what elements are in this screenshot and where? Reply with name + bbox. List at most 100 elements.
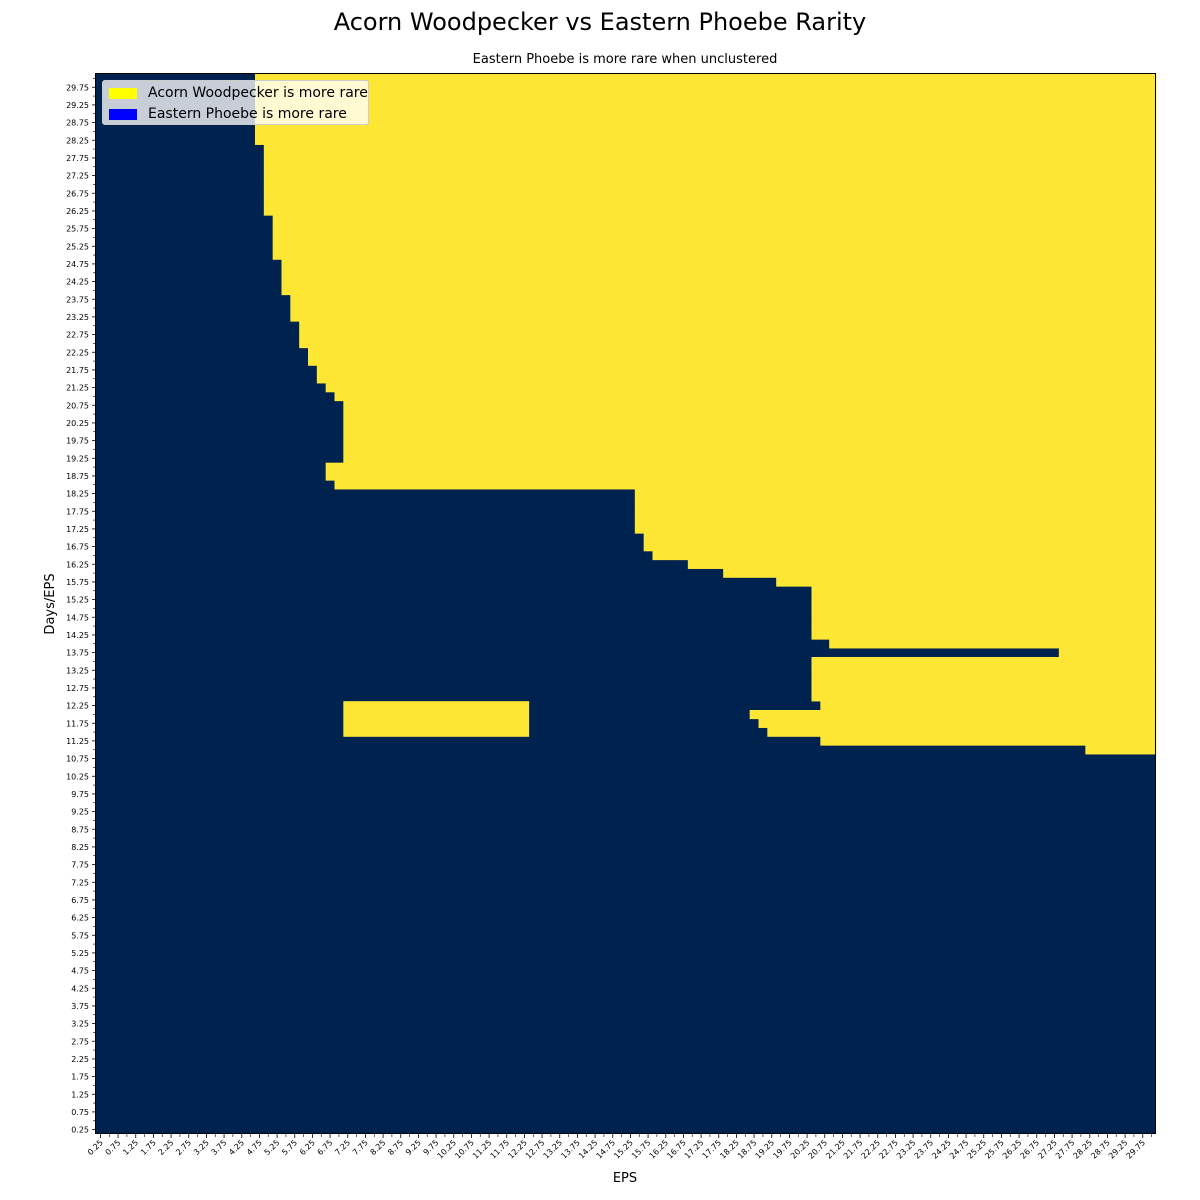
heatmap-cell-run xyxy=(343,718,530,728)
heatmap-cell-run xyxy=(343,400,1157,410)
heatmap-cell-run xyxy=(1085,745,1157,755)
x-tick-label: 22.75 xyxy=(877,1138,900,1161)
x-tick-label: 16.75 xyxy=(665,1138,688,1161)
y-tick-label: 1.75 xyxy=(71,1073,89,1082)
y-tick-label: 18.75 xyxy=(66,472,89,481)
heatmap-cell-run xyxy=(829,639,1157,649)
x-tick-label: 23.75 xyxy=(913,1138,936,1161)
heatmap-cell-run xyxy=(325,462,1157,472)
x-tick-label: 14.75 xyxy=(595,1138,618,1161)
x-tick-label: 27.25 xyxy=(1036,1138,1059,1161)
heatmap-cell-run xyxy=(634,524,1157,534)
x-tick-label: 14.25 xyxy=(577,1138,600,1161)
x-tick-label: 0.25 xyxy=(86,1138,105,1157)
heatmap-cell-run xyxy=(299,339,1157,349)
heatmap-cells xyxy=(96,74,1157,1134)
heatmap-cell-run xyxy=(263,162,1157,172)
heatmap-cell-run xyxy=(652,551,1157,561)
heatmap-cell-run xyxy=(255,118,1157,128)
y-tick-label: 0.25 xyxy=(71,1126,89,1135)
y-tick-label: 9.75 xyxy=(71,790,89,799)
heatmap-cell-run xyxy=(263,171,1157,181)
heatmap-cell-run xyxy=(811,604,1157,614)
y-axis-label: Days/EPS xyxy=(43,573,58,634)
y-tick-label: 29.75 xyxy=(66,83,89,92)
heatmap-cell-run xyxy=(634,489,1157,499)
heatmap-cell-run xyxy=(643,542,1157,552)
heatmap-cell-run xyxy=(255,82,1157,92)
heatmap-cell-run xyxy=(343,418,1157,428)
y-tick-label: 9.25 xyxy=(71,808,89,817)
heatmap-cell-run xyxy=(316,374,1157,384)
heatmap-cell-run xyxy=(290,294,1157,304)
x-tick-label: 1.25 xyxy=(121,1138,140,1157)
y-tick-label: 1.25 xyxy=(71,1090,89,1099)
x-tick-label: 22.25 xyxy=(860,1138,883,1161)
x-tick-label: 3.25 xyxy=(192,1138,211,1157)
heatmap-cell-run xyxy=(749,710,1157,720)
x-tick-label: 26.25 xyxy=(1001,1138,1024,1161)
heatmap-cell-run xyxy=(343,710,530,720)
x-tick-label: 7.75 xyxy=(351,1138,370,1157)
chart-title: Acorn Woodpecker vs Eastern Phoebe Rarit… xyxy=(333,8,867,36)
heatmap-cell-run xyxy=(758,718,1157,728)
x-tick-label: 20.25 xyxy=(789,1138,812,1161)
heatmap-cell-run xyxy=(299,321,1157,331)
y-tick-label: 16.75 xyxy=(66,543,89,552)
y-tick-label: 0.75 xyxy=(71,1108,89,1117)
y-tick-label: 7.25 xyxy=(71,878,89,887)
x-tick-label: 8.75 xyxy=(386,1138,405,1157)
heatmap-cell-run xyxy=(820,736,1157,746)
y-tick-label: 23.25 xyxy=(66,313,89,322)
x-tick-label: 13.25 xyxy=(542,1138,565,1161)
y-tick-label: 14.75 xyxy=(66,613,89,622)
heatmap-cell-run xyxy=(687,559,1157,569)
heatmap-cell-run xyxy=(316,365,1157,375)
heatmap-cell-run xyxy=(634,506,1157,516)
heatmap-cell-run xyxy=(281,286,1157,296)
heatmap-cell-run xyxy=(308,347,1157,357)
y-tick-label: 21.25 xyxy=(66,384,89,393)
y-tick-label: 2.25 xyxy=(71,1055,89,1064)
x-tick-label: 5.25 xyxy=(263,1138,282,1157)
x-tick-label: 18.75 xyxy=(736,1138,759,1161)
x-tick-label: 28.75 xyxy=(1089,1138,1112,1161)
y-tick-label: 17.75 xyxy=(66,507,89,516)
heatmap-cell-run xyxy=(290,303,1157,313)
x-tick-label: 6.25 xyxy=(298,1138,317,1157)
y-tick-label: 26.75 xyxy=(66,189,89,198)
legend-swatch-yellow xyxy=(109,87,137,99)
heatmap-cell-run xyxy=(325,383,1157,393)
heatmap-cell-run xyxy=(334,480,1157,490)
heatmap-cell-run xyxy=(343,453,1157,463)
x-tick-label: 19.75 xyxy=(771,1138,794,1161)
x-tick-label: 8.25 xyxy=(369,1138,388,1157)
y-tick-label: 13.75 xyxy=(66,649,89,658)
x-axis-label: EPS xyxy=(613,1171,637,1186)
x-tick-label: 25.75 xyxy=(983,1138,1006,1161)
y-tick-label: 19.25 xyxy=(66,454,89,463)
y-tick-label: 8.75 xyxy=(71,825,89,834)
heatmap-cell-run xyxy=(255,135,1157,145)
x-tick-label: 10.75 xyxy=(453,1138,476,1161)
x-tick-label: 3.75 xyxy=(210,1138,229,1157)
y-tick-label: 10.75 xyxy=(66,755,89,764)
x-tick-label: 19.25 xyxy=(754,1138,777,1161)
heatmap-cell-run xyxy=(811,683,1157,693)
heatmap-cell-run xyxy=(263,206,1157,216)
y-tick-label: 27.75 xyxy=(66,154,89,163)
heatmap-cell-run xyxy=(343,427,1157,437)
y-tick-label: 16.25 xyxy=(66,560,89,569)
y-tick-label: 12.25 xyxy=(66,702,89,711)
y-tick-label: 5.75 xyxy=(71,931,89,940)
heatmap-cell-run xyxy=(776,577,1157,587)
heatmap-cell-run xyxy=(811,612,1157,622)
heatmap-cell-run xyxy=(263,153,1157,163)
y-tick-label: 20.75 xyxy=(66,401,89,410)
legend-label-acorn: Acorn Woodpecker is more rare xyxy=(148,85,368,101)
y-tick-label: 24.75 xyxy=(66,260,89,269)
y-tick-label: 25.75 xyxy=(66,225,89,234)
legend-item-acorn: Acorn Woodpecker is more rare xyxy=(109,84,368,102)
y-tick-label: 11.75 xyxy=(66,719,89,728)
